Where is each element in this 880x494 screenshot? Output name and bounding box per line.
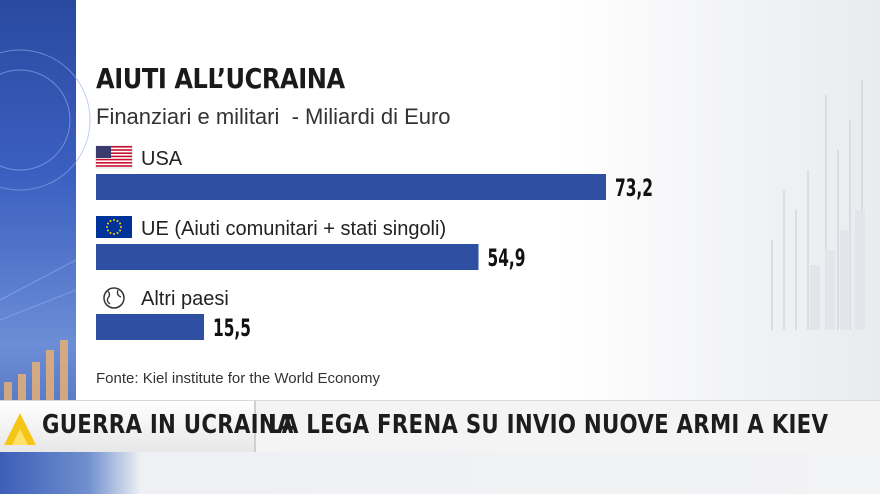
category-label: Altri paesi: [141, 288, 229, 310]
ticker-topic: GUERRA IN UCRAINA: [42, 410, 294, 440]
chart-subtitle: Finanziari e militari - Miliardi di Euro: [96, 104, 451, 129]
value-label: 54,9: [488, 244, 526, 272]
eu-flag-icon: [96, 216, 132, 238]
ticker-topic-box: GUERRA IN UCRAINA: [0, 401, 293, 453]
bar: [96, 314, 204, 340]
news-ticker: GUERRA IN UCRAINA LA LEGA FRENA SU INVIO…: [0, 400, 880, 453]
value-label: 73,2: [615, 174, 653, 202]
source-note: Fonte: Kiel institute for the World Econ…: [96, 370, 381, 387]
globe-icon: [103, 287, 125, 309]
chart-title: AIUTI ALL’UCRAINA: [96, 62, 345, 95]
category-label: USA: [141, 148, 183, 170]
bottom-band: [0, 452, 880, 494]
warning-triangle-icon: [4, 413, 36, 445]
bar: [96, 244, 479, 270]
bar-chart: USA 73,2 UE (Aiuti comunitari + stati sing…: [95, 145, 653, 342]
category-label: UE (Aiuti comunitari + stati singoli): [141, 218, 446, 240]
value-label: 15,5: [213, 314, 251, 342]
ticker-headline: LA LEGA FRENA SU INVIO NUOVE ARMI A KIEV: [268, 410, 829, 440]
us-flag-icon: [95, 145, 133, 169]
bar: [96, 174, 606, 200]
